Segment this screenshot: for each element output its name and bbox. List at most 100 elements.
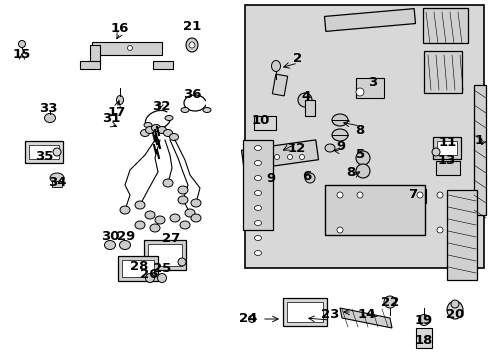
Text: 31: 31 bbox=[102, 112, 120, 126]
Ellipse shape bbox=[155, 216, 164, 224]
Text: 18: 18 bbox=[414, 333, 432, 346]
Ellipse shape bbox=[336, 192, 342, 198]
Bar bbox=[118, 256, 158, 280]
Ellipse shape bbox=[116, 95, 123, 104]
Bar bbox=[355, 78, 383, 98]
Text: 35: 35 bbox=[35, 150, 53, 163]
Bar bbox=[241, 140, 318, 170]
Text: 14: 14 bbox=[357, 309, 375, 321]
Bar bbox=[473, 85, 485, 215]
Ellipse shape bbox=[254, 145, 261, 150]
Bar bbox=[325, 185, 424, 235]
Bar bbox=[148, 244, 182, 266]
Text: 9: 9 bbox=[266, 171, 275, 184]
Ellipse shape bbox=[145, 126, 154, 134]
Text: 11: 11 bbox=[438, 136, 456, 149]
Ellipse shape bbox=[254, 190, 261, 195]
Ellipse shape bbox=[336, 227, 342, 233]
Text: 21: 21 bbox=[183, 21, 201, 33]
Ellipse shape bbox=[191, 214, 201, 222]
Ellipse shape bbox=[254, 206, 261, 211]
Ellipse shape bbox=[170, 214, 180, 222]
Ellipse shape bbox=[436, 192, 442, 198]
Bar bbox=[153, 61, 173, 69]
Ellipse shape bbox=[140, 130, 149, 136]
Ellipse shape bbox=[401, 192, 409, 200]
Ellipse shape bbox=[383, 296, 395, 308]
Bar bbox=[286, 302, 323, 322]
Ellipse shape bbox=[331, 129, 347, 141]
Ellipse shape bbox=[250, 154, 255, 159]
Bar bbox=[415, 328, 431, 348]
Ellipse shape bbox=[203, 108, 210, 112]
Ellipse shape bbox=[145, 274, 154, 283]
Ellipse shape bbox=[248, 315, 255, 323]
Ellipse shape bbox=[135, 221, 145, 229]
Ellipse shape bbox=[331, 114, 347, 126]
Bar bbox=[423, 51, 461, 93]
Ellipse shape bbox=[178, 186, 187, 194]
Text: 23: 23 bbox=[320, 309, 339, 321]
Text: 8: 8 bbox=[355, 125, 364, 138]
Ellipse shape bbox=[254, 220, 261, 225]
Text: 7: 7 bbox=[407, 188, 417, 201]
Bar bbox=[272, 74, 287, 96]
Bar bbox=[52, 181, 62, 187]
Ellipse shape bbox=[143, 258, 152, 266]
Ellipse shape bbox=[163, 179, 173, 187]
Ellipse shape bbox=[44, 113, 55, 122]
Ellipse shape bbox=[254, 161, 261, 166]
Ellipse shape bbox=[157, 126, 166, 134]
Ellipse shape bbox=[50, 173, 64, 183]
Ellipse shape bbox=[180, 221, 190, 229]
Bar bbox=[143, 240, 185, 270]
Ellipse shape bbox=[104, 240, 115, 249]
Text: 19: 19 bbox=[414, 314, 432, 327]
Text: 8: 8 bbox=[346, 166, 355, 179]
Ellipse shape bbox=[163, 130, 172, 136]
Text: 2: 2 bbox=[293, 51, 302, 64]
Ellipse shape bbox=[53, 148, 61, 156]
Ellipse shape bbox=[191, 199, 201, 207]
Bar bbox=[122, 260, 154, 276]
Bar bbox=[446, 190, 476, 280]
Ellipse shape bbox=[120, 206, 130, 214]
Text: 9: 9 bbox=[336, 139, 345, 153]
Bar bbox=[305, 100, 314, 116]
Ellipse shape bbox=[274, 154, 279, 159]
Ellipse shape bbox=[184, 209, 195, 217]
Ellipse shape bbox=[254, 235, 261, 240]
Text: 13: 13 bbox=[437, 153, 455, 166]
Ellipse shape bbox=[325, 144, 334, 152]
Bar bbox=[432, 137, 460, 159]
Text: 5: 5 bbox=[356, 148, 365, 162]
Text: 26: 26 bbox=[140, 269, 158, 282]
Ellipse shape bbox=[450, 300, 458, 308]
Ellipse shape bbox=[355, 88, 363, 96]
Text: 17: 17 bbox=[108, 107, 126, 120]
Text: 28: 28 bbox=[129, 260, 148, 273]
Text: 6: 6 bbox=[302, 171, 311, 184]
Text: 33: 33 bbox=[39, 103, 57, 116]
Text: 36: 36 bbox=[183, 89, 201, 102]
Ellipse shape bbox=[185, 38, 198, 52]
Bar bbox=[244, 5, 483, 268]
Ellipse shape bbox=[150, 224, 160, 232]
Ellipse shape bbox=[119, 240, 130, 249]
Ellipse shape bbox=[271, 60, 280, 72]
Bar bbox=[436, 141, 456, 155]
Text: 4: 4 bbox=[301, 90, 310, 104]
Ellipse shape bbox=[446, 301, 462, 319]
Text: 32: 32 bbox=[151, 100, 170, 113]
Bar bbox=[283, 298, 326, 326]
Ellipse shape bbox=[169, 134, 178, 140]
Ellipse shape bbox=[135, 201, 145, 209]
Text: 22: 22 bbox=[380, 296, 398, 309]
Text: 1: 1 bbox=[474, 134, 483, 147]
Bar bbox=[90, 45, 100, 65]
Text: 30: 30 bbox=[101, 230, 119, 243]
Ellipse shape bbox=[164, 116, 173, 121]
Ellipse shape bbox=[431, 148, 439, 156]
Ellipse shape bbox=[436, 227, 442, 233]
Ellipse shape bbox=[416, 192, 422, 198]
